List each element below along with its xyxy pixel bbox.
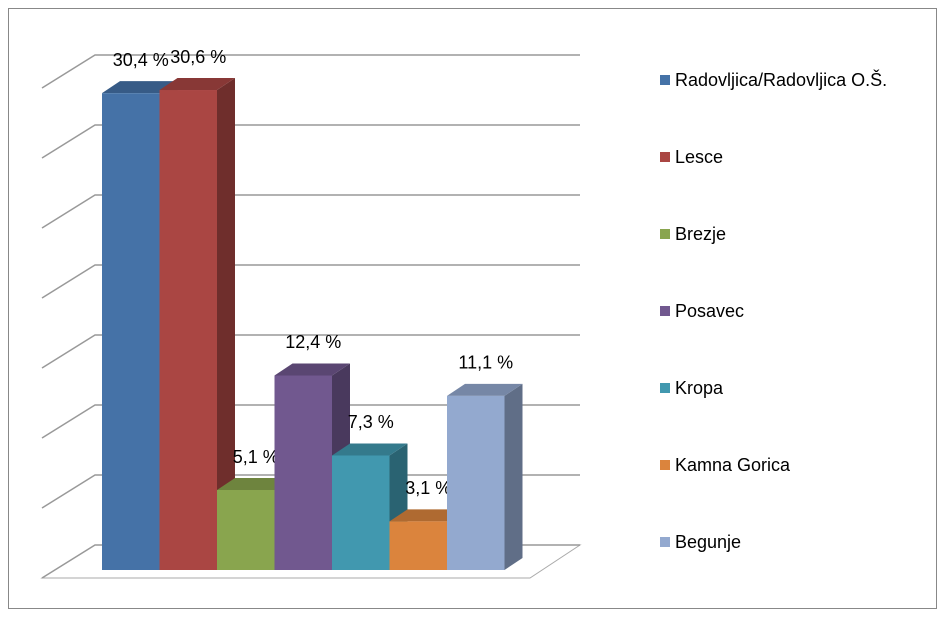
data-label: 11,1 % — [458, 353, 513, 373]
data-label: 7,3 % — [348, 412, 394, 432]
legend-label: Kamna Gorica — [675, 455, 791, 475]
bar-top — [102, 81, 178, 94]
data-label: 12,4 % — [285, 332, 341, 352]
data-label: 30,6 % — [170, 47, 226, 67]
bar — [274, 375, 332, 570]
bar — [447, 395, 505, 570]
data-label: 30,4 % — [113, 50, 169, 70]
legend-label: Radovljica/Radovljica O.Š. — [675, 70, 888, 90]
data-label: 3,1 % — [405, 478, 451, 498]
bar — [332, 455, 390, 570]
legend-item: Begunje — [660, 528, 925, 556]
legend-swatch — [660, 229, 670, 239]
legend-item: Lesce — [660, 143, 925, 171]
bar-top — [332, 443, 408, 456]
grid-line — [41, 404, 580, 439]
bar-side — [217, 78, 235, 570]
legend-item: Kropa — [660, 374, 925, 402]
grid-line — [41, 194, 580, 229]
bar-top — [159, 78, 235, 91]
legend-label: Lesce — [675, 147, 724, 167]
data-label: 5,1 % — [233, 447, 279, 467]
bar-side — [504, 383, 523, 570]
bar — [159, 90, 217, 570]
grid-line — [41, 474, 580, 509]
legend-label: Begunje — [675, 532, 742, 552]
bar — [102, 93, 160, 570]
grid-line — [41, 54, 580, 89]
bar-top — [447, 383, 523, 396]
bar-top — [274, 363, 350, 376]
bar — [389, 521, 447, 570]
chart-border — [8, 8, 937, 609]
grid-line — [41, 124, 580, 159]
legend-label: Kropa — [675, 378, 724, 398]
grid-line — [41, 264, 580, 299]
legend-swatch — [660, 383, 670, 393]
legend-label: Brezje — [675, 224, 727, 244]
grid-line — [41, 334, 580, 369]
legend-swatch — [660, 460, 670, 470]
legend-item: Brezje — [660, 220, 925, 248]
legend-swatch — [660, 537, 670, 547]
legend-swatch — [660, 152, 670, 162]
legend-item: Radovljica/Radovljica O.Š. — [660, 66, 925, 94]
legend-label: Posavec — [675, 301, 745, 321]
bar-top — [389, 509, 465, 522]
bar-top — [217, 478, 293, 491]
legend-swatch — [660, 306, 670, 316]
legend-item: Posavec — [660, 297, 925, 325]
legend-swatch — [660, 75, 670, 85]
bar — [217, 490, 275, 570]
legend-item: Kamna Gorica — [660, 451, 925, 479]
